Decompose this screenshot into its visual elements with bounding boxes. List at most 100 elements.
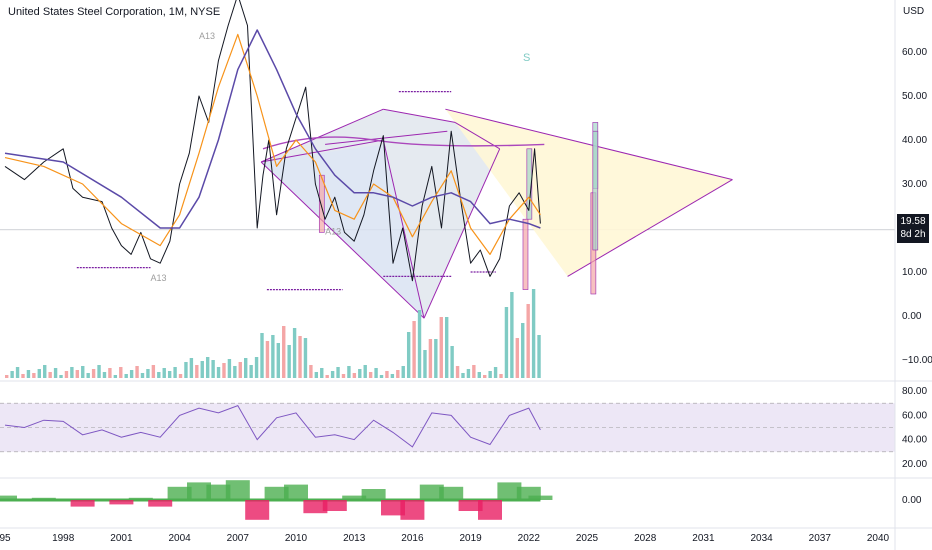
volume-bar	[504, 307, 509, 378]
volume-bar	[276, 343, 280, 378]
rsi-line	[4, 404, 541, 448]
volume-bar	[26, 370, 31, 378]
oscillator-bar	[148, 500, 173, 507]
volume-bar	[499, 374, 503, 378]
price-tick-label: −10.00	[902, 355, 932, 366]
volume-bar	[10, 371, 14, 378]
volume-bar	[358, 369, 362, 378]
volume-bar	[124, 374, 128, 378]
oscillator-bar	[31, 497, 56, 500]
currency-label: USD	[903, 6, 924, 17]
oscillator-bar	[70, 500, 95, 507]
oscillator-bar	[284, 484, 308, 500]
volume-bar	[493, 367, 498, 378]
volume-bar	[244, 358, 248, 378]
volume-bar	[178, 374, 183, 378]
volume-bar	[309, 365, 313, 378]
volume-bar	[254, 357, 259, 378]
time-tick-label: 95	[0, 533, 11, 544]
volume-bar	[363, 365, 367, 378]
volume-bar	[330, 371, 335, 378]
time-tick-label: 2016	[401, 533, 424, 544]
volume-bar	[352, 373, 357, 378]
volume-bar	[325, 375, 329, 378]
ema-slow-line	[4, 29, 541, 229]
volume-bar	[515, 338, 520, 378]
volume-bar	[59, 375, 63, 378]
rsi-tick-label: 60.00	[902, 410, 927, 421]
pattern-label: A13	[325, 227, 341, 237]
rsi-tick-label: 40.00	[902, 435, 927, 446]
volume-bar	[86, 373, 90, 378]
price-tick-label: 30.00	[902, 179, 927, 190]
volume-bar	[466, 369, 471, 378]
volume-bar	[146, 369, 150, 378]
rsi-pane	[0, 402, 895, 453]
volume-bar	[531, 289, 536, 378]
x-axis: 95 1998 2001 2004 2007 2010 2013 2016 2019 2022 20…	[0, 380, 932, 544]
volume-bar	[167, 371, 172, 378]
oscillator-bar	[361, 489, 386, 500]
projection-box	[318, 174, 325, 233]
oscillator-bar	[245, 500, 270, 520]
volume-bar	[200, 361, 204, 378]
volume-bar	[390, 374, 395, 378]
time-tick-label: 2007	[227, 533, 250, 544]
volume-bar	[238, 362, 242, 378]
volume-bar	[21, 374, 25, 378]
volume-bar	[341, 374, 346, 378]
oscillator-bar	[206, 484, 231, 500]
volume-bar	[336, 367, 340, 378]
volume-bar	[428, 339, 433, 378]
volume-bar	[292, 328, 297, 378]
volume-bar	[173, 367, 177, 378]
projection-fill	[445, 109, 733, 277]
volume-bar	[320, 368, 324, 378]
price-tick-label: 50.00	[902, 91, 927, 102]
volume-bar	[48, 372, 52, 378]
time-tick-label: 2013	[343, 533, 366, 544]
volume-bar	[287, 345, 291, 378]
time-tick-label: 2022	[518, 533, 541, 544]
volume-bar	[260, 333, 264, 378]
volume-bar	[151, 365, 156, 378]
volume-bar	[211, 360, 215, 378]
volume-bar	[450, 346, 454, 378]
volume-bar	[423, 350, 427, 378]
rsi-tick-label: 80.00	[902, 386, 927, 397]
volume-bar	[439, 317, 443, 378]
volume-bar	[119, 367, 123, 378]
volume-bar	[521, 323, 525, 378]
volume-bar	[75, 370, 80, 378]
volume-bar	[162, 368, 166, 378]
time-tick-label: 2019	[459, 533, 482, 544]
oscillator-bar	[167, 486, 192, 500]
volume-bar	[70, 367, 74, 378]
volume-bar	[135, 366, 139, 378]
volume-bar	[455, 366, 460, 378]
volume-bar	[189, 358, 194, 378]
volume-bar	[108, 368, 112, 378]
volume-bar	[396, 370, 400, 378]
signal-label: S	[523, 52, 530, 64]
current-price-value: 19.58	[900, 216, 926, 227]
symbol-title: United States Steel Corporation, 1M, NYS…	[8, 6, 221, 18]
price-tick-label: 10.00	[902, 267, 927, 278]
volume-bar	[374, 368, 378, 378]
pattern-label: A13	[151, 273, 167, 283]
pattern-line	[445, 108, 733, 181]
time-tick-label: 2031	[692, 533, 715, 544]
volume-bar	[91, 369, 96, 378]
volume-bar	[488, 371, 492, 378]
volume-bar	[401, 366, 405, 378]
ema-fast-line	[4, 33, 541, 255]
volume-bar	[461, 373, 465, 378]
oscillator-bar	[109, 500, 134, 505]
volume-bar	[37, 369, 41, 378]
oscillator-bar	[458, 500, 483, 511]
price-tick-label: 0.00	[902, 311, 922, 322]
volume-bar	[526, 304, 530, 378]
oscillator-bar	[264, 486, 289, 500]
oscillator-bar	[187, 482, 211, 500]
